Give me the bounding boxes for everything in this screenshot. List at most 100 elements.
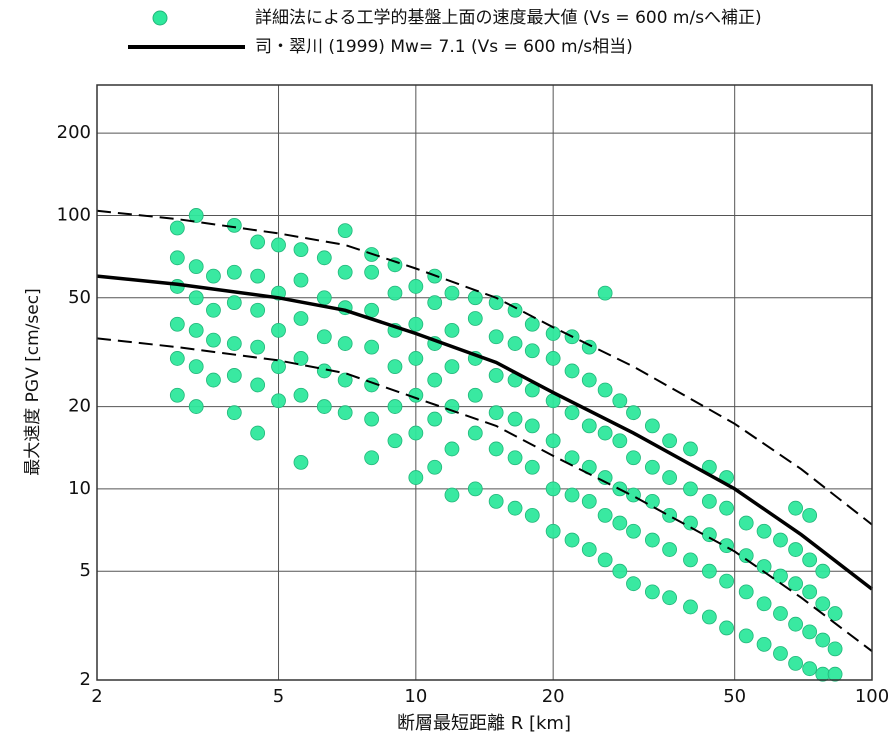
- data-point: [597, 507, 613, 523]
- data-point: [364, 302, 380, 318]
- data-point: [488, 441, 504, 457]
- data-point: [364, 411, 380, 427]
- data-point: [169, 351, 185, 366]
- data-point: [802, 624, 818, 640]
- data-point: [524, 459, 540, 475]
- data-point: [467, 290, 483, 306]
- data-point: [788, 656, 803, 671]
- data-point: [701, 493, 717, 509]
- data-point: [507, 500, 523, 516]
- data-point: [364, 264, 380, 280]
- data-point: [444, 487, 460, 503]
- data-point: [612, 563, 628, 579]
- x-tick-label: 2: [91, 686, 102, 707]
- data-point: [545, 326, 561, 341]
- legend-marker: [152, 10, 168, 26]
- data-point: [827, 606, 843, 621]
- data-point: [683, 441, 698, 457]
- data-point: [773, 568, 788, 584]
- x-tick-label: 50: [723, 686, 746, 707]
- data-point: [524, 507, 540, 523]
- data-point: [387, 399, 403, 414]
- data-point: [597, 425, 613, 441]
- data-point: [524, 418, 540, 434]
- data-point: [507, 411, 523, 427]
- data-point: [488, 368, 504, 383]
- data-point: [188, 399, 204, 414]
- data-point: [683, 552, 698, 568]
- data-point: [788, 542, 803, 557]
- data-point: [662, 470, 678, 485]
- data-point: [662, 507, 678, 523]
- dashed-line: [96, 209, 873, 526]
- data-point: [488, 405, 504, 421]
- data-point: [788, 500, 803, 516]
- data-point: [316, 329, 332, 345]
- y-tick-label: 5: [80, 560, 91, 581]
- data-point: [337, 405, 353, 421]
- data-point: [788, 576, 803, 592]
- data-point: [756, 596, 772, 612]
- data-point: [188, 322, 204, 338]
- data-point: [271, 359, 286, 375]
- data-point: [206, 268, 221, 284]
- data-point: [564, 363, 580, 379]
- data-point: [644, 418, 660, 434]
- x-tick-label: 5: [273, 686, 284, 707]
- data-point: [564, 405, 580, 421]
- data-point: [250, 377, 266, 393]
- data-point: [773, 646, 788, 661]
- data-point: [250, 425, 266, 441]
- data-point: [626, 523, 641, 539]
- x-tick-label: 20: [542, 686, 565, 707]
- data-point: [756, 559, 772, 574]
- data-point: [427, 459, 443, 475]
- data-point: [271, 237, 286, 253]
- data-point: [507, 336, 523, 351]
- data-point: [827, 641, 843, 657]
- data-point: [701, 609, 717, 625]
- data-point: [788, 616, 803, 632]
- data-point: [507, 450, 523, 466]
- data-point: [827, 666, 843, 682]
- x-tick-label: 10: [404, 686, 427, 707]
- data-point: [719, 500, 734, 516]
- data-point: [387, 285, 403, 301]
- data-point: [226, 405, 242, 421]
- x-tick-label: 100: [855, 686, 889, 707]
- data-point: [444, 441, 460, 457]
- data-point: [773, 606, 788, 621]
- data-point: [293, 272, 309, 288]
- data-point: [612, 393, 628, 409]
- data-point: [719, 620, 734, 636]
- data-point: [626, 450, 641, 466]
- data-point: [169, 316, 185, 332]
- data-point: [188, 259, 204, 275]
- data-point: [626, 405, 641, 421]
- data-point: [226, 336, 242, 351]
- y-tick-label: 2: [80, 669, 91, 690]
- plot-frame: [96, 84, 873, 681]
- data-point: [337, 264, 353, 280]
- data-point: [226, 217, 242, 233]
- data-point: [206, 302, 221, 318]
- data-point: [488, 295, 504, 311]
- data-point: [581, 372, 597, 388]
- data-point: [488, 493, 504, 509]
- y-axis-label: 最大速度 PGV [cm/sec]: [23, 288, 43, 475]
- data-point: [188, 359, 204, 375]
- data-point: [662, 433, 678, 449]
- data-point: [408, 351, 424, 366]
- data-point: [564, 487, 580, 503]
- data-point: [756, 523, 772, 539]
- data-point: [773, 532, 788, 548]
- data-point: [581, 418, 597, 434]
- data-point: [467, 481, 483, 497]
- data-point: [169, 250, 185, 266]
- legend-label: 司・翠川 (1999) Mw= 7.1 (Vs = 600 m/s相当): [255, 37, 633, 57]
- data-point: [644, 493, 660, 509]
- data-point: [316, 290, 332, 306]
- data-point: [802, 507, 818, 523]
- y-tick-label: 20: [68, 396, 91, 417]
